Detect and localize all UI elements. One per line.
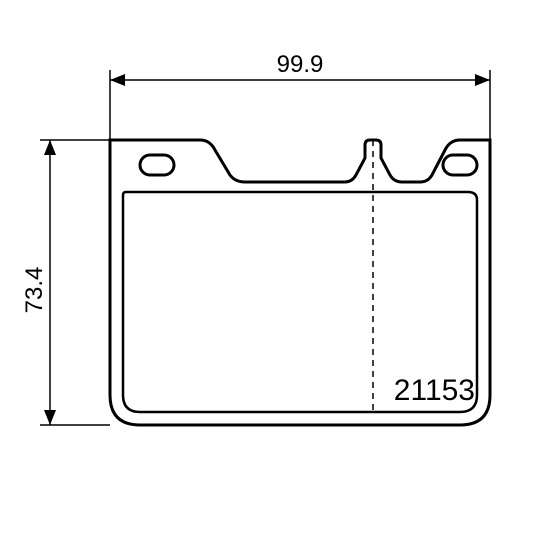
height-label: 73.4 <box>21 267 48 314</box>
technical-drawing: 99.9 73.4 21153 <box>0 0 540 540</box>
height-dimension: 73.4 <box>21 140 130 425</box>
part-number: 21153 <box>394 374 475 407</box>
width-label: 99.9 <box>277 51 324 78</box>
width-dimension: 99.9 <box>110 51 490 145</box>
right-mounting-hole <box>443 155 477 175</box>
left-mounting-hole <box>140 155 174 175</box>
